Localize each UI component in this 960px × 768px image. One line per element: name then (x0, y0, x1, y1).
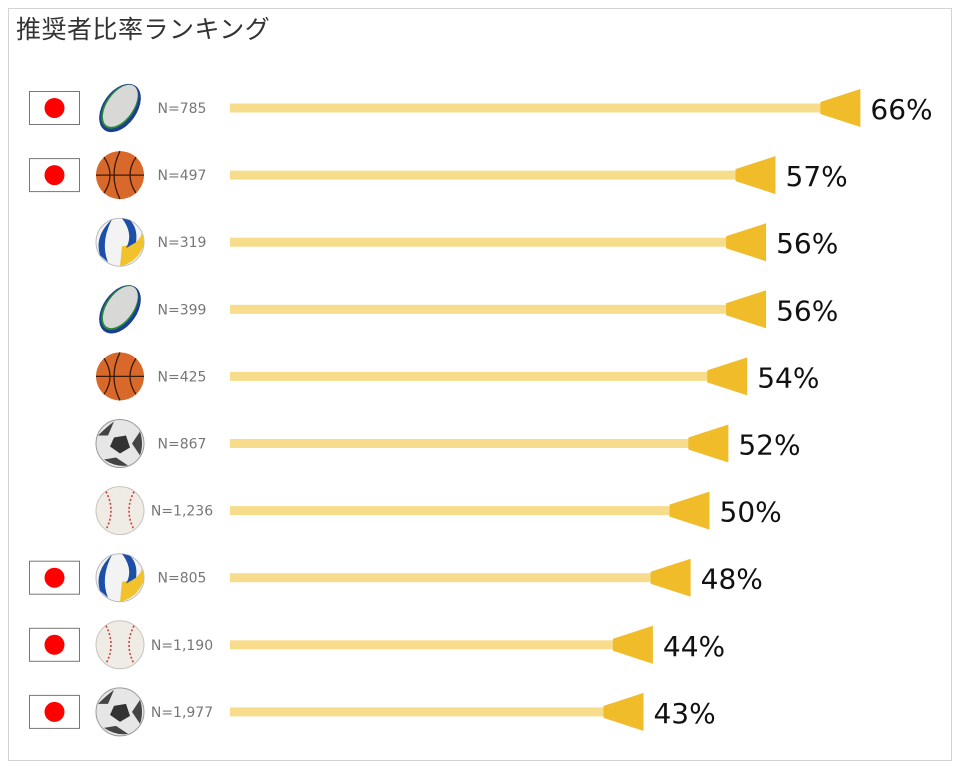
value-label: 66% (870, 93, 932, 126)
rugby-ball-icon (99, 83, 141, 133)
ball-body (95, 486, 145, 536)
value-label: 54% (757, 361, 819, 394)
ball-seams (96, 352, 144, 401)
sample-size-label: N=1,977 (151, 705, 213, 721)
chart-frame (8, 8, 952, 761)
bar-arrowhead (669, 491, 710, 530)
chart-row: N=805 48% (29, 553, 763, 603)
ball-body (102, 286, 138, 329)
value-label: 43% (653, 697, 715, 730)
bar (230, 304, 733, 314)
soccer-ball-icon (95, 687, 145, 737)
value-label: 56% (776, 227, 838, 260)
bar (230, 640, 619, 650)
bar-arrowhead (612, 625, 653, 664)
sample-size-label: N=1,236 (151, 504, 213, 520)
ball-panel-yellow (120, 232, 144, 267)
bar (230, 103, 827, 113)
chart-row: N=1,190 44% (29, 620, 725, 670)
chart-row: N=867 52% (95, 419, 801, 468)
sample-size-label: N=425 (158, 369, 207, 385)
value-label: 52% (738, 429, 800, 462)
bar (230, 439, 695, 448)
basketball-icon (96, 352, 144, 401)
sample-size-label: N=399 (158, 302, 207, 318)
bar (230, 707, 610, 717)
sample-size-label: N=785 (158, 101, 207, 117)
flag-sun (44, 567, 65, 588)
basketball-icon (96, 150, 144, 200)
baseball-icon (95, 620, 145, 670)
soccer-ball-icon (95, 419, 145, 468)
ball-seams (96, 150, 144, 200)
ball-patch (98, 689, 142, 735)
volleyball-icon (95, 553, 145, 603)
chart-row: N=785 66% (29, 83, 933, 133)
sample-size-label: N=867 (158, 437, 207, 453)
chart-row: N=399 56% (99, 285, 838, 334)
bar-arrowhead (707, 357, 748, 396)
flag-sun (44, 98, 65, 118)
chart-row: N=1,236 50% (95, 486, 782, 536)
bar-arrowhead (726, 223, 767, 262)
ball-patch (98, 421, 142, 466)
chart-row: N=425 54% (96, 352, 819, 401)
chart-title: 推奨者比率ランキング (16, 15, 271, 44)
sample-size-label: N=319 (158, 235, 207, 251)
bar-arrowhead (688, 424, 729, 463)
ball-panel-blue (122, 553, 137, 584)
bar (230, 170, 742, 180)
ball-patch (110, 435, 130, 454)
value-label: 50% (720, 496, 782, 529)
ball-stitches (105, 625, 135, 665)
bar-arrowhead (735, 156, 776, 195)
ball-patch (110, 703, 130, 722)
value-label: 56% (776, 294, 838, 327)
chart-row: N=497 57% (29, 150, 848, 200)
value-label: 48% (701, 563, 763, 596)
flag-sun (44, 165, 65, 186)
bar (230, 371, 714, 381)
ball-panel-blue (98, 219, 112, 263)
sample-size-label: N=497 (158, 168, 207, 184)
sample-size-label: N=805 (158, 571, 207, 587)
ball-panel-blue (98, 554, 112, 598)
chart-row: N=1,977 43% (29, 687, 716, 737)
ball-body (95, 620, 145, 670)
bar-arrowhead (603, 692, 644, 731)
volleyball-icon (95, 217, 145, 267)
flag-sun (44, 634, 65, 655)
bar-arrowhead (650, 558, 691, 597)
baseball-icon (95, 486, 145, 536)
sample-size-label: N=1,190 (151, 638, 213, 654)
bar (230, 506, 676, 516)
ball-body (102, 84, 138, 127)
value-label: 57% (786, 160, 848, 193)
ball-panel-blue (122, 218, 137, 249)
bar-arrowhead (726, 290, 767, 329)
chart-row: N=319 56% (95, 217, 838, 267)
bar-arrowhead (820, 89, 861, 127)
flag-sun (44, 701, 65, 722)
bar (230, 573, 657, 583)
bar (230, 237, 733, 247)
ball-panel-yellow (120, 567, 144, 602)
value-label: 44% (663, 630, 725, 663)
ball-stitches (105, 491, 135, 530)
rugby-ball-icon (99, 285, 141, 334)
